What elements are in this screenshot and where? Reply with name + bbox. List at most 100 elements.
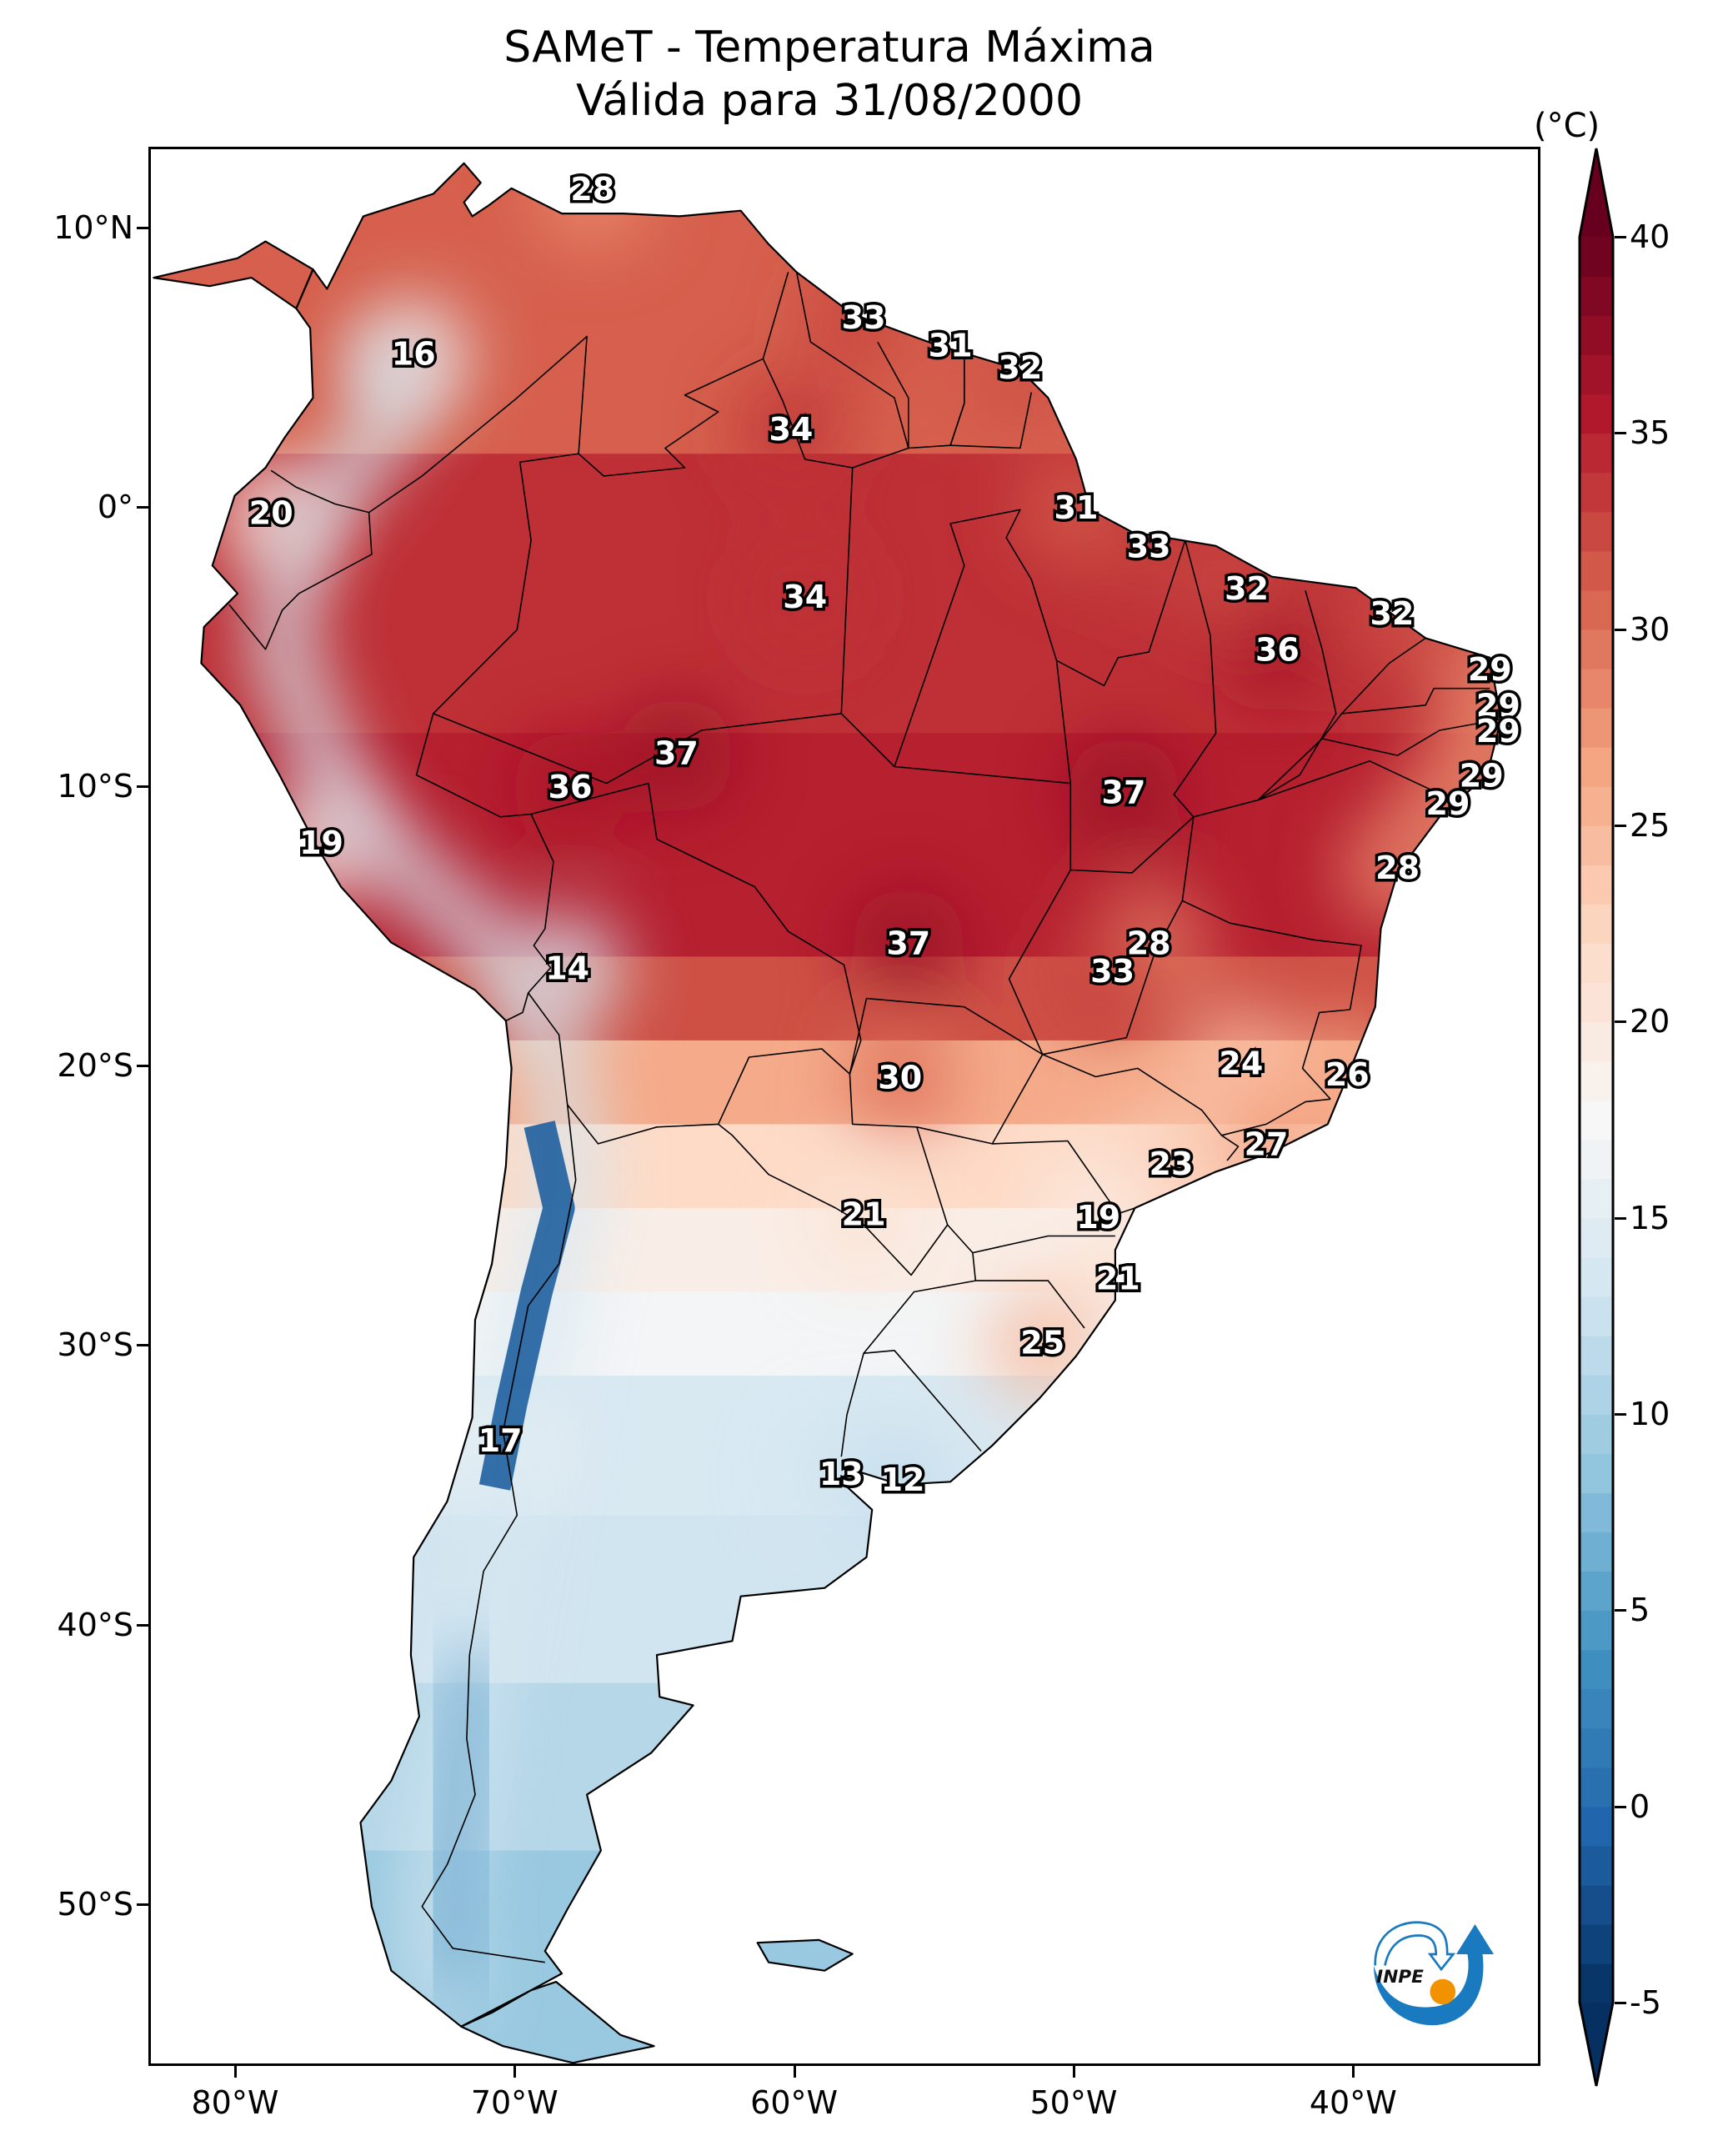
station-value-label: 29 [1476, 688, 1520, 725]
station-value-label: 33 [1090, 953, 1134, 990]
colorbar-segment [1580, 1688, 1613, 1729]
lat-tick-mark [137, 227, 148, 230]
temperature-blob [1054, 915, 1171, 1032]
political-border [421, 1104, 577, 1963]
colorbar-segment [1580, 433, 1613, 474]
political-border [840, 1352, 864, 1457]
lat-tick-label: 0° [97, 489, 133, 526]
temperature-blob [732, 373, 849, 490]
colorbar-segment [1580, 1139, 1613, 1180]
colorbar-tick-label: 5 [1630, 1592, 1650, 1629]
logo-sun-icon [1430, 1978, 1456, 2005]
colorbar-segment [1580, 1806, 1613, 1847]
political-border [270, 469, 423, 514]
lon-tick-mark [793, 2066, 796, 2078]
political-border [433, 713, 1071, 785]
station-value-label: 21 [1096, 1261, 1140, 1297]
station-value-label: 32 [1370, 595, 1414, 632]
station-value-label: 37 [886, 925, 930, 961]
colorbar-tick-label: 20 [1630, 1003, 1670, 1040]
colorbar-tick-mark [1615, 1609, 1626, 1612]
colorbar-segment [1580, 1884, 1613, 1925]
colorbar-segment [1580, 982, 1613, 1023]
station-value-label: 17 [478, 1422, 523, 1459]
station-value-label: 33 [842, 299, 886, 336]
lon-tick-label: 40°W [1309, 2084, 1397, 2121]
lat-tick-mark [137, 506, 148, 509]
political-border [718, 1123, 949, 1276]
colorbar-segment [1580, 668, 1613, 709]
station-value-label: 31 [929, 327, 973, 364]
colorbar-segment [1580, 1021, 1613, 1062]
lon-tick-mark [1352, 2066, 1355, 2078]
station-value-label: 32 [1225, 570, 1269, 607]
colorbar-extend-min [1580, 2003, 1613, 2086]
colorbar-tick-mark [1615, 1413, 1626, 1416]
colorbar-segment [1580, 511, 1613, 552]
colorbar-segment [1580, 589, 1613, 630]
political-border [1321, 713, 1501, 756]
political-border [1055, 660, 1072, 784]
political-border [1220, 1135, 1240, 1161]
station-value-label: 32 [998, 349, 1042, 386]
map-area: 28 16 20 33 31 32 34 31 33 32 32 34 36 29 29 29 29 29 37 36… [148, 147, 1540, 2066]
lat-tick-mark [137, 1344, 148, 1347]
lon-tick-mark [1072, 2066, 1075, 2078]
colorbar-segment [1580, 943, 1613, 984]
temperature-map: 2816203331323431333232343629292929293736… [153, 162, 1523, 2063]
political-border [1340, 637, 1490, 714]
logo-loop-icon [1374, 1921, 1456, 1972]
colorbar-segment [1580, 237, 1613, 277]
colorbar-tick-label: 35 [1630, 414, 1670, 452]
lat-tick-label: 40°S [57, 1606, 133, 1643]
colorbar-tick-label: 25 [1630, 807, 1670, 844]
lat-tick-label: 10°S [57, 768, 133, 805]
colorbar-segment [1580, 865, 1613, 905]
temperature-blob [1219, 594, 1336, 711]
station-value-label: 20 [249, 494, 293, 531]
political-border [528, 992, 850, 1145]
station-value-label: 24 [1219, 1045, 1263, 1082]
colorbar-segment [1580, 1335, 1613, 1376]
temperature-band [153, 1291, 1501, 1377]
station-value-label: 36 [1255, 632, 1300, 669]
colorbar-segment [1580, 707, 1613, 748]
political-border [894, 509, 1186, 767]
colorbar-segment [1580, 629, 1613, 669]
political-border [975, 1280, 1085, 1329]
political-border [972, 1235, 1115, 1254]
patagonia-cold-zone [426, 1652, 496, 1992]
colorbar-segment [1580, 1727, 1613, 1768]
colorbar-segment [1580, 315, 1613, 355]
lon-tick-label: 80°W [191, 2084, 279, 2121]
colorbar-tick-label: 10 [1630, 1396, 1670, 1432]
station-value-label: 29 [1468, 651, 1512, 688]
colorbar-segment [1580, 354, 1613, 395]
temperature-blob [746, 540, 864, 658]
station-value-label: 14 [545, 950, 589, 987]
station-value-label: 34 [769, 411, 813, 448]
lon-tick-mark [513, 2066, 517, 2078]
coastline-tierra-del-fuego [460, 1981, 655, 2063]
temperature-band [153, 1682, 1501, 1852]
temperature-blob [841, 1020, 959, 1138]
colorbar-segment [1580, 1256, 1613, 1297]
colorbar-tick-mark [1615, 432, 1626, 435]
lon-tick-label: 70°W [470, 2084, 558, 2121]
station-value-label: 19 [1076, 1199, 1120, 1236]
colorbar-outline [1578, 148, 1615, 2087]
colorbar-tick-label: 40 [1630, 218, 1670, 255]
political-border [1193, 590, 1337, 818]
political-border [762, 272, 909, 469]
temperature-blob [1064, 736, 1182, 854]
lat-tick-label: 20°S [57, 1047, 133, 1085]
land-shading [153, 163, 1501, 2063]
temperature-band [153, 1850, 1501, 2063]
station-value-label: 21 [842, 1196, 886, 1233]
lat-tick-label: 10°N [53, 209, 133, 247]
temperature-field [153, 163, 1501, 2063]
station-labels: 2816203331323431333232343629292929293736… [246, 168, 1523, 1501]
station-value-label: 37 [654, 735, 699, 772]
lon-tick-label: 60°W [750, 2084, 839, 2121]
colorbar-segment [1580, 1845, 1613, 1886]
